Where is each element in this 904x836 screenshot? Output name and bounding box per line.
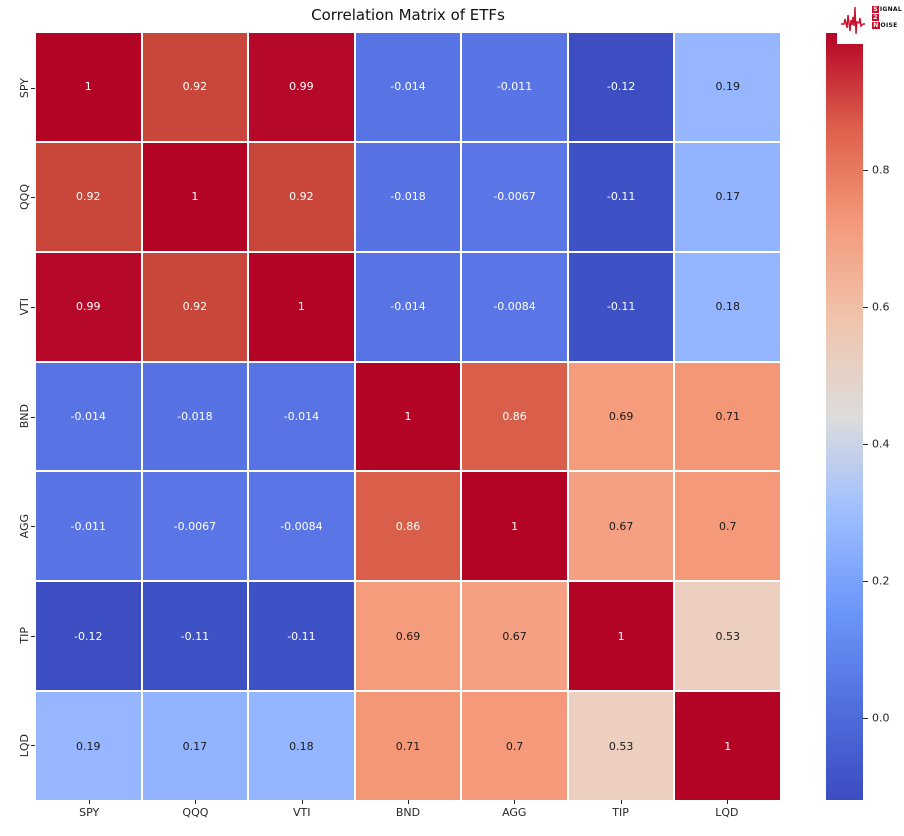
heatmap-cell-TIP-TIP: 1: [568, 582, 674, 691]
heatmap-cell-QQQ-BND: -0.018: [355, 142, 461, 251]
heatmap-cell-AGG-VTI: -0.0084: [249, 472, 354, 581]
x-tick-label-TIP: TIP: [612, 806, 629, 819]
heatmap-cell-TIP-BND: 0.69: [355, 582, 461, 691]
heatmap-cell-VTI-SPY: 0.99: [36, 252, 141, 361]
colorbar-tickmark-0.2: [863, 580, 868, 582]
colorbar-tick-label-0.8: 0.8: [872, 163, 890, 177]
heatmap-cell-BND-VTI: -0.014: [249, 362, 354, 471]
heatmap-cell-QQQ-TIP: -0.11: [568, 142, 674, 251]
heatmap-cell-VTI-BND: -0.014: [355, 252, 461, 361]
signal2noise-logo: S IGNAL 2 N OISE: [837, 0, 904, 44]
heatmap-cell-LQD-AGG: 0.7: [462, 692, 567, 800]
x-tickmark-SPY: [89, 800, 91, 804]
y-tick-label-QQQ: QQQ: [18, 184, 31, 211]
heatmap-cell-TIP-SPY: -0.12: [36, 582, 141, 691]
heatmap-cell-QQQ-AGG: -0.0067: [462, 142, 567, 251]
logo-text: S IGNAL 2 N OISE: [872, 6, 902, 30]
heatmap-cell-VTI-TIP: -0.11: [568, 252, 674, 361]
heatmap-cell-SPY-SPY: 1: [36, 33, 141, 141]
x-tickmark-BND: [408, 800, 409, 804]
logo-line-noise: N OISE: [872, 22, 898, 29]
chart-title: Correlation Matrix of ETFs: [311, 6, 505, 24]
heatmap-cell-TIP-QQQ: -0.11: [142, 582, 248, 691]
x-tickmark-QQQ: [195, 800, 197, 804]
logo-line-2: 2: [872, 14, 879, 21]
x-axis-labels: SPY QQQ VTI BND AGG TIP LQD: [36, 806, 780, 819]
heatmap-cell-VTI-LQD: 0.18: [675, 252, 780, 361]
y-tickmark-BND: [31, 416, 35, 418]
heatmap-cell-AGG-BND: 0.86: [355, 472, 461, 581]
y-tickmark-LQD: [31, 745, 35, 747]
heatmap-cell-SPY-TIP: -0.12: [568, 33, 674, 141]
heatmap-cell-BND-QQQ: -0.018: [142, 362, 248, 471]
heatmap-cell-SPY-LQD: 0.19: [675, 33, 780, 141]
y-tick-label-VTI: VTI: [18, 298, 31, 316]
x-tick-label-BND: BND: [395, 806, 421, 819]
y-tick-label-LQD: LQD: [18, 733, 31, 757]
heatmap-cell-BND-LQD: 0.71: [675, 362, 780, 471]
logo-line-signal: S IGNAL: [872, 6, 902, 13]
colorbar: [826, 33, 863, 800]
heatmap-cell-AGG-AGG: 1: [462, 472, 567, 581]
colorbar-tick-label-0.4: 0.4: [872, 437, 890, 451]
heatmap-cell-LQD-LQD: 1: [675, 692, 780, 800]
heatmap-cell-AGG-LQD: 0.7: [675, 472, 780, 581]
x-tickmark-LQD: [726, 800, 728, 804]
heatmap-cell-SPY-BND: -0.014: [355, 33, 461, 141]
heatmap-cell-TIP-LQD: 0.53: [675, 582, 780, 691]
heatmap-cell-VTI-VTI: 1: [249, 252, 354, 361]
heatmap-cell-LQD-QQQ: 0.17: [142, 692, 248, 800]
y-tick-label-BND: BND: [18, 404, 31, 429]
heatmap-cell-QQQ-SPY: 0.92: [36, 142, 141, 251]
colorbar-tickmark-0.6: [863, 306, 868, 308]
y-tickmark-AGG: [31, 526, 35, 528]
heatmap-cell-QQQ-LQD: 0.17: [675, 142, 780, 251]
colorbar-tick-label-0.2: 0.2: [872, 574, 890, 588]
y-tickmark-QQQ: [31, 197, 35, 199]
x-tick-label-AGG: AGG: [502, 806, 527, 819]
colorbar-tick-label-0.0: 0.0: [872, 711, 890, 725]
heatmap-cell-TIP-VTI: -0.11: [249, 582, 354, 691]
heatmap-cell-SPY-AGG: -0.011: [462, 33, 567, 141]
heatmap-cell-BND-SPY: -0.014: [36, 362, 141, 471]
heatmap-cell-BND-BND: 1: [355, 362, 461, 471]
heatmap-cell-LQD-TIP: 0.53: [568, 692, 674, 800]
heatmap-cell-SPY-QQQ: 0.92: [142, 33, 248, 141]
heatmap-cell-QQQ-VTI: 0.92: [249, 142, 354, 251]
y-tick-label-SPY: SPY: [18, 77, 31, 98]
y-tick-label-TIP: TIP: [18, 627, 31, 644]
heatmap-grid: 1 0.92 0.99 -0.014 -0.011 -0.12 0.19 0.92 1 0.92-…: [36, 33, 780, 800]
x-tickmark-TIP: [620, 800, 622, 804]
heatmap-cell-AGG-TIP: 0.67: [568, 472, 674, 581]
colorbar-tickmark-0.4: [863, 444, 868, 446]
x-tick-label-VTI: VTI: [292, 806, 311, 819]
heatmap-cell-LQD-VTI: 0.18: [249, 692, 354, 800]
heatmap-cell-TIP-AGG: 0.67: [462, 582, 567, 691]
x-tickmark-VTI: [301, 800, 303, 804]
heatmap-cell-LQD-SPY: 0.19: [36, 692, 141, 800]
colorbar-tickmark-0.0: [863, 717, 868, 719]
colorbar-tick-label-0.6: 0.6: [872, 300, 890, 314]
colorbar-tickmark-0.8: [863, 170, 868, 172]
heatmap-cell-BND-AGG: 0.86: [462, 362, 567, 471]
x-tick-label-SPY: SPY: [79, 806, 100, 819]
heatmap-cell-BND-TIP: 0.69: [568, 362, 674, 471]
x-tick-label-QQQ: QQQ: [182, 806, 209, 819]
heatmap-cell-VTI-AGG: -0.0084: [462, 252, 567, 361]
y-axis-labels: SPY QQQ VTI BND AGG TIP LQD: [0, 33, 31, 800]
y-tickmark-TIP: [31, 635, 35, 637]
heatmap-cell-SPY-VTI: 0.99: [249, 33, 354, 141]
x-tick-label-LQD: LQD: [715, 806, 739, 819]
y-tick-label-AGG: AGG: [18, 513, 31, 539]
heatmap-cell-LQD-BND: 0.71: [355, 692, 461, 800]
heatmap-cell-VTI-QQQ: 0.92: [142, 252, 248, 361]
y-tickmark-SPY: [31, 87, 35, 89]
x-tickmark-AGG: [514, 800, 516, 804]
heatmap-cell-QQQ-QQQ: 1: [142, 142, 248, 251]
heatmap-cell-AGG-SPY: -0.011: [36, 472, 141, 581]
waveform-icon: [841, 6, 866, 35]
heatmap-cell-AGG-QQQ: -0.0067: [142, 472, 248, 581]
y-tickmark-VTI: [31, 306, 35, 308]
